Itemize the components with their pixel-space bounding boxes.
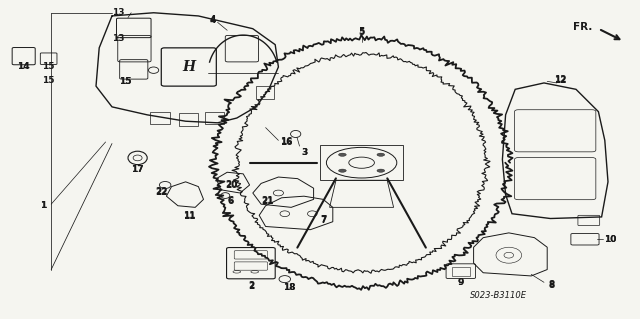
Text: 7: 7 <box>320 215 326 224</box>
Text: FR.: FR. <box>573 22 592 32</box>
Text: 17: 17 <box>131 165 144 174</box>
Text: 15: 15 <box>42 63 55 71</box>
Text: 8: 8 <box>548 280 555 289</box>
Text: 21: 21 <box>261 197 274 206</box>
Text: 11: 11 <box>182 211 195 220</box>
Ellipse shape <box>377 169 385 172</box>
Text: 12: 12 <box>554 75 566 84</box>
Text: 18: 18 <box>283 283 296 292</box>
Text: 1: 1 <box>40 201 47 210</box>
Text: 2: 2 <box>248 281 254 290</box>
Text: H: H <box>182 60 195 74</box>
Text: 9: 9 <box>458 278 464 287</box>
Text: 10: 10 <box>604 235 616 244</box>
Text: 18: 18 <box>283 283 296 292</box>
Ellipse shape <box>339 169 346 172</box>
Text: 15: 15 <box>118 77 131 86</box>
Text: 8: 8 <box>548 281 555 290</box>
Text: 15: 15 <box>42 76 55 85</box>
Text: 17: 17 <box>131 165 144 174</box>
Text: 13: 13 <box>112 34 125 43</box>
Text: 6: 6 <box>227 197 234 205</box>
Text: 1: 1 <box>40 201 47 210</box>
Text: 20: 20 <box>225 180 238 189</box>
Text: 10: 10 <box>604 235 616 244</box>
Text: 14: 14 <box>17 63 30 71</box>
Text: 22: 22 <box>155 188 168 197</box>
Ellipse shape <box>339 153 346 156</box>
Text: 21: 21 <box>261 197 274 205</box>
Text: 16: 16 <box>280 138 293 147</box>
Text: 15: 15 <box>118 77 131 86</box>
Text: 20: 20 <box>225 181 238 189</box>
Ellipse shape <box>377 153 385 156</box>
Text: 4: 4 <box>210 16 216 25</box>
Text: 6: 6 <box>227 197 234 206</box>
Text: 5: 5 <box>358 27 365 36</box>
Text: 3: 3 <box>301 148 307 157</box>
Text: 13: 13 <box>112 8 125 17</box>
Text: 12: 12 <box>554 76 566 85</box>
Text: S023-B3110E: S023-B3110E <box>470 291 527 300</box>
Text: 5: 5 <box>358 28 365 37</box>
Text: 3: 3 <box>301 148 307 157</box>
Text: 22: 22 <box>155 187 168 196</box>
Text: 4: 4 <box>210 15 216 24</box>
Text: 16: 16 <box>280 137 293 146</box>
Text: 9: 9 <box>458 278 464 287</box>
Text: 11: 11 <box>182 212 195 221</box>
Text: 2: 2 <box>248 282 254 291</box>
Text: 7: 7 <box>320 216 326 225</box>
Text: 14: 14 <box>17 63 30 71</box>
